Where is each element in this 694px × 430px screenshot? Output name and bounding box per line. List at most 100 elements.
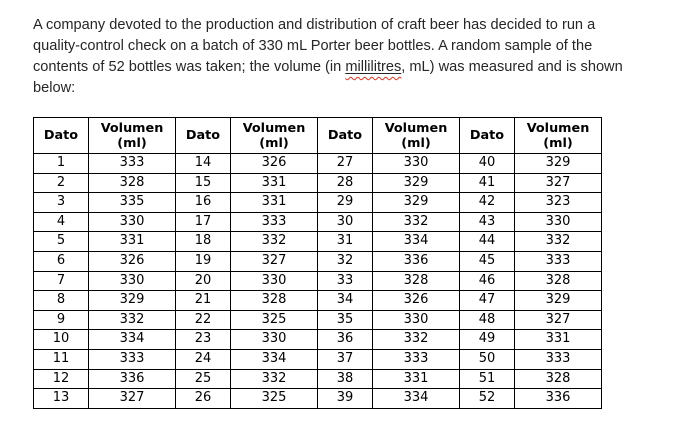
cell-volumen: 333 xyxy=(88,348,176,370)
table-row: 12 336 25 332 38 331 51 328 xyxy=(33,368,602,390)
table-row: 9 332 22 325 35 330 48 327 xyxy=(33,309,602,331)
cell-volumen: 333 xyxy=(88,153,176,174)
intro-line-2: quality-control check on a batch of 330 … xyxy=(33,38,593,54)
cell-dato: 49 xyxy=(459,329,515,350)
cell-volumen: 332 xyxy=(372,329,460,350)
table-row: 3 335 16 331 29 329 42 323 xyxy=(33,192,602,213)
cell-dato: 46 xyxy=(459,270,515,292)
cell-dato: 32 xyxy=(317,250,373,272)
cell-volumen: 332 xyxy=(230,368,318,390)
cell-dato: 3 xyxy=(33,192,89,213)
cell-volumen: 331 xyxy=(88,231,176,252)
cell-dato: 6 xyxy=(33,250,89,272)
cell-dato: 11 xyxy=(33,348,89,370)
cell-volumen: 327 xyxy=(514,309,602,331)
header-volumen: Volumen (ml) xyxy=(88,117,176,154)
misspelled-word: millilitres xyxy=(345,59,402,75)
cell-dato: 29 xyxy=(317,192,373,213)
cell-volumen: 330 xyxy=(88,211,176,233)
cell-volumen: 327 xyxy=(88,388,176,409)
cell-volumen: 329 xyxy=(88,290,176,311)
cell-dato: 15 xyxy=(175,172,231,194)
cell-volumen: 331 xyxy=(372,368,460,390)
cell-volumen: 334 xyxy=(372,388,460,409)
cell-volumen: 336 xyxy=(372,250,460,272)
cell-dato: 45 xyxy=(459,250,515,272)
cell-dato: 36 xyxy=(317,329,373,350)
volume-data-table: Dato Volumen (ml) Dato Volumen (ml) Dato Volume… xyxy=(33,117,602,409)
cell-dato: 40 xyxy=(459,153,515,174)
cell-dato: 44 xyxy=(459,231,515,252)
cell-dato: 25 xyxy=(175,368,231,390)
cell-volumen: 328 xyxy=(514,368,602,390)
cell-dato: 17 xyxy=(175,211,231,233)
cell-volumen: 326 xyxy=(230,153,318,174)
cell-volumen: 327 xyxy=(514,172,602,194)
cell-dato: 2 xyxy=(33,172,89,194)
cell-volumen: 330 xyxy=(88,270,176,292)
cell-dato: 12 xyxy=(33,368,89,390)
cell-volumen: 323 xyxy=(514,192,602,213)
cell-volumen: 334 xyxy=(230,348,318,370)
cell-dato: 20 xyxy=(175,270,231,292)
cell-volumen: 326 xyxy=(372,290,460,311)
cell-dato: 38 xyxy=(317,368,373,390)
cell-dato: 35 xyxy=(317,309,373,331)
intro-paragraph: A company devoted to the production and … xyxy=(33,15,653,99)
cell-dato: 21 xyxy=(175,290,231,311)
header-dato: Dato xyxy=(459,117,515,154)
cell-volumen: 330 xyxy=(372,153,460,174)
cell-volumen: 333 xyxy=(514,348,602,370)
cell-volumen: 332 xyxy=(372,211,460,233)
cell-volumen: 334 xyxy=(372,231,460,252)
table-row: 7 330 20 330 33 328 46 328 xyxy=(33,270,602,292)
cell-dato: 9 xyxy=(33,309,89,331)
intro-line-1: A company devoted to the production and … xyxy=(33,17,596,33)
header-volumen: Volumen (ml) xyxy=(372,117,460,154)
header-volumen: Volumen (ml) xyxy=(514,117,602,154)
cell-dato: 24 xyxy=(175,348,231,370)
cell-dato: 47 xyxy=(459,290,515,311)
table-row: 6 326 19 327 32 336 45 333 xyxy=(33,250,602,272)
header-dato: Dato xyxy=(175,117,231,154)
header-volumen: Volumen (ml) xyxy=(230,117,318,154)
cell-dato: 23 xyxy=(175,329,231,350)
cell-volumen: 329 xyxy=(514,153,602,174)
cell-volumen: 329 xyxy=(372,172,460,194)
cell-volumen: 336 xyxy=(514,388,602,409)
cell-dato: 48 xyxy=(459,309,515,331)
cell-dato: 43 xyxy=(459,211,515,233)
cell-dato: 18 xyxy=(175,231,231,252)
cell-volumen: 333 xyxy=(514,250,602,272)
cell-volumen: 325 xyxy=(230,309,318,331)
cell-dato: 50 xyxy=(459,348,515,370)
table-row: 5 331 18 332 31 334 44 332 xyxy=(33,231,602,252)
cell-volumen: 329 xyxy=(372,192,460,213)
cell-volumen: 335 xyxy=(88,192,176,213)
cell-volumen: 326 xyxy=(88,250,176,272)
cell-dato: 19 xyxy=(175,250,231,272)
table-row: 4 330 17 333 30 332 43 330 xyxy=(33,211,602,233)
cell-volumen: 328 xyxy=(88,172,176,194)
header-dato: Dato xyxy=(33,117,89,154)
cell-volumen: 333 xyxy=(230,211,318,233)
cell-dato: 16 xyxy=(175,192,231,213)
cell-volumen: 330 xyxy=(514,211,602,233)
table-row: 8 329 21 328 34 326 47 329 xyxy=(33,290,602,311)
cell-dato: 13 xyxy=(33,388,89,409)
cell-dato: 39 xyxy=(317,388,373,409)
table-row: 10 334 23 330 36 332 49 331 xyxy=(33,329,602,350)
intro-line-3: contents of 52 bottles was taken; the vo… xyxy=(33,57,653,78)
cell-dato: 37 xyxy=(317,348,373,370)
table-row: 11 333 24 334 37 333 50 333 xyxy=(33,348,602,370)
cell-dato: 28 xyxy=(317,172,373,194)
cell-volumen: 331 xyxy=(230,172,318,194)
cell-dato: 31 xyxy=(317,231,373,252)
table-row: 2 328 15 331 28 329 41 327 xyxy=(33,172,602,194)
misspelled-word-underline: millilitres xyxy=(345,59,401,75)
cell-volumen: 331 xyxy=(514,329,602,350)
cell-dato: 4 xyxy=(33,211,89,233)
cell-volumen: 332 xyxy=(88,309,176,331)
cell-volumen: 330 xyxy=(230,329,318,350)
cell-dato: 41 xyxy=(459,172,515,194)
